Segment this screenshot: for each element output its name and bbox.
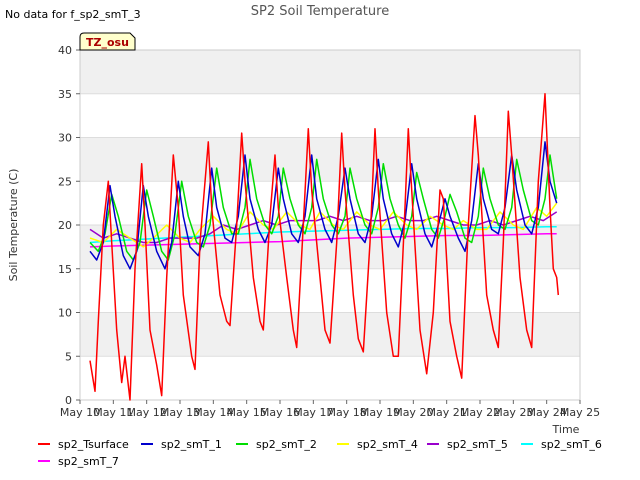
x-tick-label: May 19 [360, 406, 400, 419]
y-tick-label: 40 [58, 44, 72, 57]
y-tick-label: 0 [65, 394, 72, 407]
series-lines [89, 93, 560, 401]
series-line-sp2_Tsurface [89, 93, 560, 401]
legend: sp2_Tsurface sp2_smT_1 sp2_smT_2 sp2_smT_4 s… [38, 438, 602, 468]
x-tick-label: May 15 [227, 406, 267, 419]
badge-label: TZ_osu [86, 36, 129, 49]
y-tick-label: 10 [58, 307, 72, 320]
x-tick-label: May 23 [493, 406, 533, 419]
x-tick-label: May 22 [460, 406, 500, 419]
series-line-sp2_smT_6 [89, 226, 557, 244]
x-tick-label: May 18 [327, 406, 367, 419]
tz-badge: TZ_osu [79, 32, 136, 51]
no-data-message: No data for f_sp2_smT_3 [5, 8, 141, 21]
legend-label-sp2_smT_6: sp2_smT_6 [541, 438, 602, 451]
x-tick-label: May 24 [527, 406, 567, 419]
x-tick-label: May 16 [260, 406, 300, 419]
y-axis-label: Soil Temperature (C) [7, 169, 20, 282]
y-tick-label: 25 [58, 175, 72, 188]
y-tick-label: 35 [58, 88, 72, 101]
chart-title: SP2 Soil Temperature [251, 4, 389, 19]
y-tick-label: 15 [58, 263, 72, 276]
band-5 [80, 137, 580, 182]
x-tick-label: May 14 [193, 406, 233, 419]
x-tick-label: May 17 [293, 406, 333, 419]
x-tick-label: May 21 [427, 406, 467, 419]
band-7 [80, 50, 580, 94]
y-axis-ticks: 0 5 10 15 20 25 30 35 40 [58, 44, 80, 407]
y-tick-label: 30 [58, 132, 72, 145]
legend-label-sp2_Tsurface: sp2_Tsurface [58, 438, 129, 451]
series-line-sp2_smT_5 [89, 211, 558, 244]
x-tick-label: May 12 [127, 406, 167, 419]
x-tick-label: May 20 [393, 406, 433, 419]
x-axis-label: Time [552, 423, 580, 436]
x-tick-label: May 10 [60, 406, 100, 419]
badge-shape [79, 32, 136, 51]
x-tick-label: May 11 [93, 406, 133, 419]
y-tick-label: 5 [65, 350, 72, 363]
legend-label-sp2_smT_4: sp2_smT_4 [357, 438, 418, 451]
legend-label-sp2_smT_7: sp2_smT_7 [58, 455, 119, 468]
x-tick-label: May 25 [560, 406, 600, 419]
y-tick-label: 20 [58, 219, 72, 232]
x-tick-label: May 13 [160, 406, 200, 419]
legend-label-sp2_smT_2: sp2_smT_2 [256, 438, 317, 451]
legend-label-sp2_smT_5: sp2_smT_5 [447, 438, 508, 451]
legend-label-sp2_smT_1: sp2_smT_1 [161, 438, 222, 451]
